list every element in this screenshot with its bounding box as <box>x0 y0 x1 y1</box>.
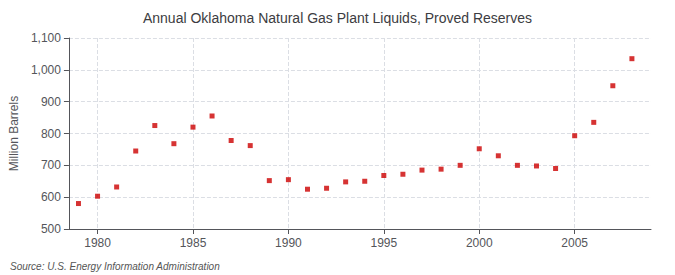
svg-text:Source: U.S. Energy Informatio: Source: U.S. Energy Information Administ… <box>10 261 220 272</box>
svg-text:Annual Oklahoma Natural Gas Pl: Annual Oklahoma Natural Gas Plant Liquid… <box>143 10 532 26</box>
svg-text:900: 900 <box>41 95 61 109</box>
svg-text:1,100: 1,100 <box>31 31 61 45</box>
svg-text:1985: 1985 <box>180 236 207 250</box>
svg-text:1995: 1995 <box>370 236 397 250</box>
svg-text:1980: 1980 <box>84 236 111 250</box>
svg-text:500: 500 <box>41 222 61 236</box>
svg-text:700: 700 <box>41 158 61 172</box>
svg-text:1,000: 1,000 <box>31 63 61 77</box>
svg-text:Million Barrels: Million Barrels <box>7 96 21 171</box>
svg-text:600: 600 <box>41 190 61 204</box>
svg-text:800: 800 <box>41 127 61 141</box>
svg-text:1990: 1990 <box>275 236 302 250</box>
svg-text:2000: 2000 <box>466 236 493 250</box>
svg-text:2005: 2005 <box>561 236 588 250</box>
